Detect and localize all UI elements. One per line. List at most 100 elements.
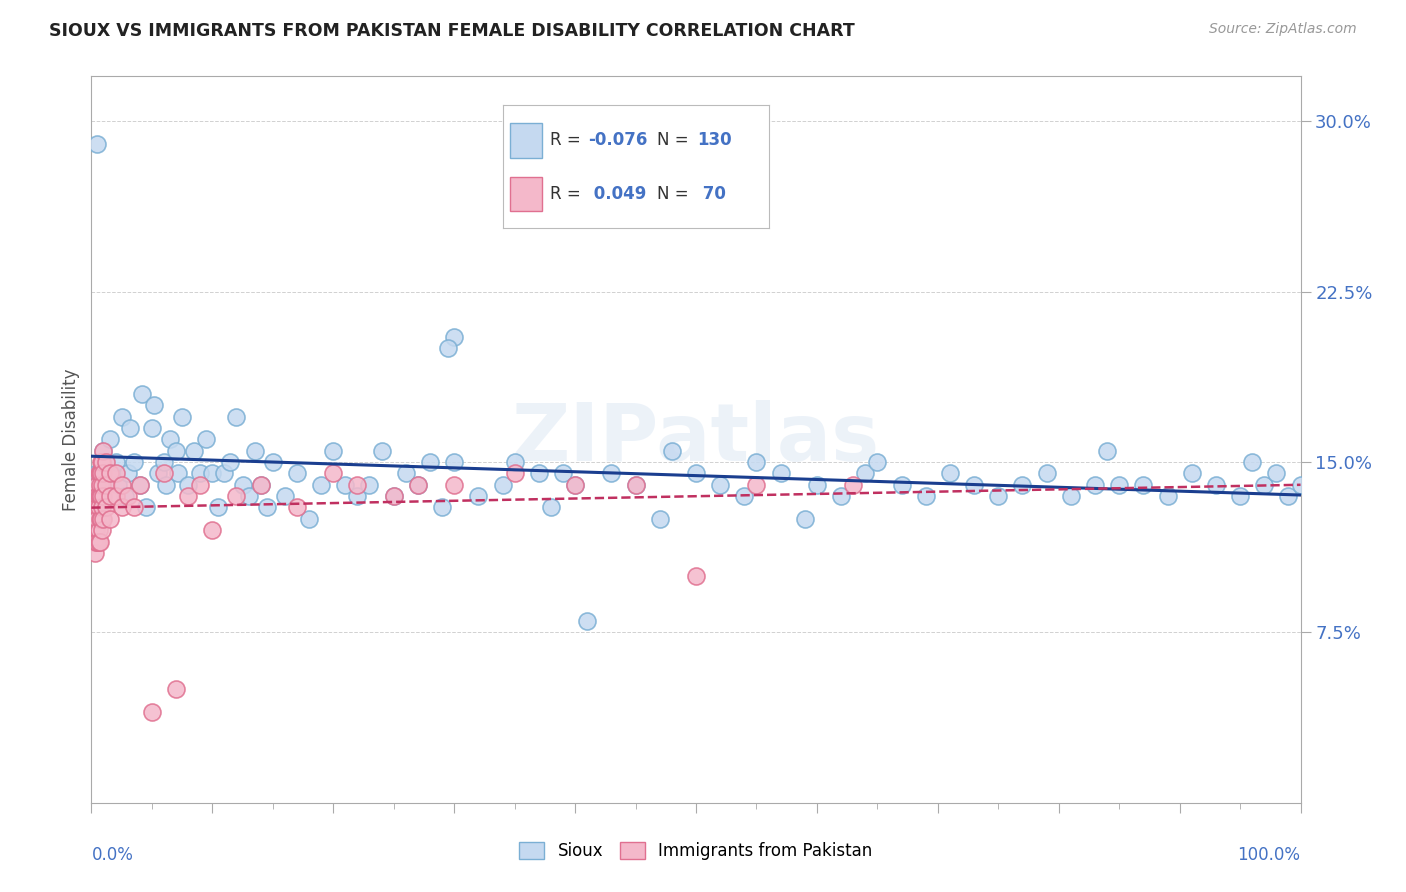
Point [1060, 489, 1083, 503]
Point [256, 500, 278, 515]
Point [540, 500, 562, 515]
Point [249, 477, 271, 491]
Point [467, 489, 489, 503]
Legend: Sioux, Immigrants from Pakistan: Sioux, Immigrants from Pakistan [519, 842, 873, 860]
Point [551, 467, 574, 481]
Point [1277, 489, 1299, 503]
Point [201, 523, 224, 537]
Point [195, 432, 218, 446]
Point [94, 477, 117, 491]
Text: SIOUX VS IMMIGRANTS FROM PAKISTAN FEMALE DISABILITY CORRELATION CHART: SIOUX VS IMMIGRANTS FROM PAKISTAN FEMALE… [49, 22, 855, 40]
Point [419, 455, 441, 469]
Point [114, 489, 136, 503]
Point [600, 467, 623, 481]
Point [769, 467, 792, 481]
Point [564, 477, 586, 491]
Point [1229, 489, 1251, 503]
Point [93, 443, 115, 458]
Point [87, 467, 110, 481]
Point [86, 534, 108, 549]
Point [231, 477, 253, 491]
Point [709, 477, 731, 491]
Point [141, 421, 163, 435]
Point [1265, 467, 1288, 481]
Point [104, 489, 127, 503]
Point [188, 477, 211, 491]
Point [90, 455, 112, 469]
Point [370, 443, 392, 458]
Point [122, 455, 145, 469]
Point [94, 500, 117, 515]
Point [382, 489, 405, 503]
Point [84, 534, 107, 549]
Point [159, 432, 181, 446]
Point [89, 512, 111, 526]
Point [346, 477, 368, 491]
Point [183, 443, 205, 458]
Point [842, 477, 865, 491]
Point [117, 489, 139, 503]
Point [1205, 477, 1227, 491]
Point [84, 523, 107, 537]
Point [111, 409, 132, 424]
Point [346, 489, 368, 503]
Point [177, 489, 200, 503]
Text: 100.0%: 100.0% [1237, 847, 1301, 864]
Y-axis label: Female Disability: Female Disability [62, 368, 80, 510]
Point [122, 500, 145, 515]
Point [86, 136, 108, 151]
Point [84, 500, 107, 515]
Point [172, 409, 194, 424]
Point [576, 614, 599, 628]
Point [238, 489, 260, 503]
Point [89, 477, 111, 491]
Point [104, 455, 127, 469]
Text: ZIPatlas: ZIPatlas [512, 401, 880, 478]
Text: 0.0%: 0.0% [91, 847, 134, 864]
Point [685, 467, 707, 481]
Point [1253, 477, 1275, 491]
Point [685, 568, 707, 582]
Point [624, 477, 647, 491]
Point [89, 534, 111, 549]
Point [262, 455, 284, 469]
Point [853, 467, 876, 481]
Point [128, 477, 150, 491]
Point [90, 489, 112, 503]
Point [90, 512, 112, 526]
Point [745, 477, 768, 491]
Point [443, 330, 465, 344]
Point [165, 682, 187, 697]
Point [93, 512, 115, 526]
Point [93, 443, 115, 458]
Point [153, 467, 176, 481]
Point [1181, 467, 1204, 481]
Point [1289, 477, 1312, 491]
Point [86, 467, 108, 481]
Point [87, 489, 110, 503]
Point [249, 477, 271, 491]
Point [806, 477, 828, 491]
Point [131, 387, 153, 401]
Point [84, 512, 107, 526]
Point [91, 455, 114, 469]
Point [89, 489, 111, 503]
Point [91, 523, 114, 537]
Point [395, 467, 418, 481]
Point [1084, 477, 1107, 491]
Text: Source: ZipAtlas.com: Source: ZipAtlas.com [1209, 22, 1357, 37]
Point [987, 489, 1010, 503]
Point [443, 477, 465, 491]
Point [1156, 489, 1178, 503]
Point [83, 534, 105, 549]
Point [177, 477, 200, 491]
Point [225, 489, 247, 503]
Point [298, 512, 321, 526]
Point [1108, 477, 1130, 491]
Point [86, 512, 108, 526]
Point [207, 500, 229, 515]
Point [117, 467, 139, 481]
Point [963, 477, 986, 491]
Point [101, 467, 124, 481]
Point [624, 477, 647, 491]
